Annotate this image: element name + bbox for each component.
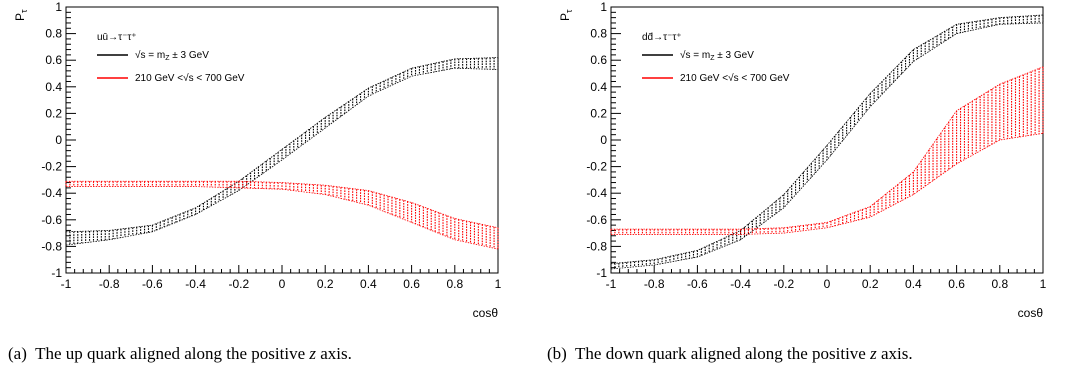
chart-up-quark: -1 -0.8 -0.6 -0.4 -0.2 0 0.2 0.4 0.6 0.8 1 -1 -0.8 -0… (13, 0, 502, 320)
y-tick-label: -1 (596, 266, 607, 280)
band-upper-edge (610, 14, 1044, 265)
x-tick-label: -0.8 (99, 277, 120, 291)
y-axis-title: Pτ (558, 9, 574, 21)
x-tick-label: -0.2 (228, 277, 249, 291)
x-tick-label: -0.4 (185, 277, 206, 291)
y-tick-label: -0.8 (41, 239, 62, 253)
x-tick-label: 1 (1040, 277, 1047, 291)
caption-tail: axis. (880, 344, 913, 363)
y-tick-label: 0 (55, 133, 62, 147)
x-tick-label: -0.8 (644, 277, 665, 291)
y-tick-label: 1 (55, 0, 62, 14)
legend-entry: √s = mZ ± 3 GeV (135, 49, 209, 62)
y-tick-label: -0.6 (41, 213, 62, 227)
y-axis-title: Pτ (13, 9, 29, 21)
x-tick-label: 0.8 (991, 277, 1008, 291)
x-axis-title: cosθ (1018, 306, 1044, 320)
y-tick-label: 0.2 (590, 106, 607, 120)
x-tick-label: 0.6 (948, 277, 965, 291)
x-tick-label: -1 (606, 277, 617, 291)
x-tick-label: 0.8 (446, 277, 463, 291)
x-tick-label: -0.2 (773, 277, 794, 291)
plot-frame (610, 6, 1044, 274)
x-tick-label: 0.4 (360, 277, 377, 291)
y-tick-label: 0.8 (590, 27, 607, 41)
band-high-energy (65, 180, 499, 250)
y-tick-label: 0.4 (45, 80, 62, 94)
x-tick-label: 0.2 (862, 277, 879, 291)
band-lower-edge (610, 22, 1044, 270)
band-high-energy (610, 66, 1044, 235)
x-tick-label: 1 (495, 277, 502, 291)
x-tick-label: -0.4 (730, 277, 751, 291)
y-axis-title-sub: τ (564, 9, 574, 13)
band-lower-edge (611, 132, 1044, 235)
panel-a: -1 -0.8 -0.6 -0.4 -0.2 0 0.2 0.4 0.6 0.8 1 -1 -0.8 -0… (0, 0, 520, 378)
legend-entry: 210 GeV <√s < 700 GeV (135, 72, 245, 84)
y-tick-label: 0.8 (45, 27, 62, 41)
legend-entry: 210 GeV <√s < 700 GeV (680, 72, 790, 84)
x-tick-label: -0.6 (687, 277, 708, 291)
y-tick-label: -0.8 (586, 239, 607, 253)
caption-axis: z (870, 344, 877, 363)
band-upper-edge (65, 57, 499, 233)
band-upper-edge (66, 180, 499, 229)
y-tick-label: -0.2 (41, 160, 62, 174)
caption-a: (a) The up quark aligned along the posit… (8, 344, 352, 364)
x-axis-title: cosθ (473, 306, 499, 320)
y-tick-label: -0.4 (41, 186, 62, 200)
legend-entry: √s = mZ ± 3 GeV (680, 49, 754, 62)
legend-title: uū→τ⁻τ⁺ (97, 32, 137, 43)
y-tick-label: -1 (51, 266, 62, 280)
band-upper-edge (611, 66, 1044, 230)
caption-label: (a) (8, 344, 27, 363)
x-tick-label: -0.6 (142, 277, 163, 291)
band-lower-edge (66, 186, 499, 250)
y-axis-title-sub: τ (19, 9, 29, 13)
panel-b: -1 -0.8 -0.6 -0.4 -0.2 0 0.2 0.4 0.6 0.8 1 -1 -0.8 -0… (545, 0, 1065, 378)
x-tick-label: 0.2 (317, 277, 334, 291)
y-tick-label: 0.2 (45, 106, 62, 120)
x-tick-label: 0.4 (905, 277, 922, 291)
band-zpole (610, 14, 1044, 270)
y-tick-label: -0.6 (586, 213, 607, 227)
legend-entry-sub: Z (710, 55, 715, 62)
y-tick-label: -0.2 (586, 160, 607, 174)
caption-axis: z (309, 344, 316, 363)
y-tick-label: 0 (600, 133, 607, 147)
legend-title: dd̄→τ⁻τ⁺ (642, 32, 682, 43)
caption-text: The up quark aligned along the positive (35, 344, 306, 363)
caption-label: (b) (547, 344, 567, 363)
y-tick-label: -0.4 (586, 186, 607, 200)
y-tick-label: 0.6 (45, 53, 62, 67)
plot-frame (65, 6, 499, 274)
caption-tail: axis. (320, 344, 352, 363)
band-lower-edge (65, 67, 499, 246)
caption-text: The down quark aligned along the positiv… (575, 344, 866, 363)
x-tick-label: 0 (824, 277, 831, 291)
legend: dd̄→τ⁻τ⁺ √s = mZ ± 3 GeV 210 GeV <√s < 700… (642, 32, 790, 84)
y-tick-label: 1 (600, 0, 607, 14)
y-tick-label: 0.4 (590, 80, 607, 94)
legend-entry-tail: ± 3 GeV (715, 50, 755, 61)
x-tick-label: 0 (279, 277, 286, 291)
band-zpole (65, 57, 499, 246)
x-tick-label: -1 (61, 277, 72, 291)
chart-down-quark: -1 -0.8 -0.6 -0.4 -0.2 0 0.2 0.4 0.6 0.8 1 -1 -0.8 -0… (558, 0, 1047, 320)
y-tick-label: 0.6 (590, 53, 607, 67)
caption-b: (b) The down quark aligned along the pos… (547, 344, 913, 364)
legend-entry-tail: ± 3 GeV (170, 50, 210, 61)
legend: uū→τ⁻τ⁺ √s = mZ ± 3 GeV 210 GeV <√s < 700 … (97, 32, 245, 84)
x-tick-label: 0.6 (403, 277, 420, 291)
legend-entry-sub: Z (165, 55, 170, 62)
